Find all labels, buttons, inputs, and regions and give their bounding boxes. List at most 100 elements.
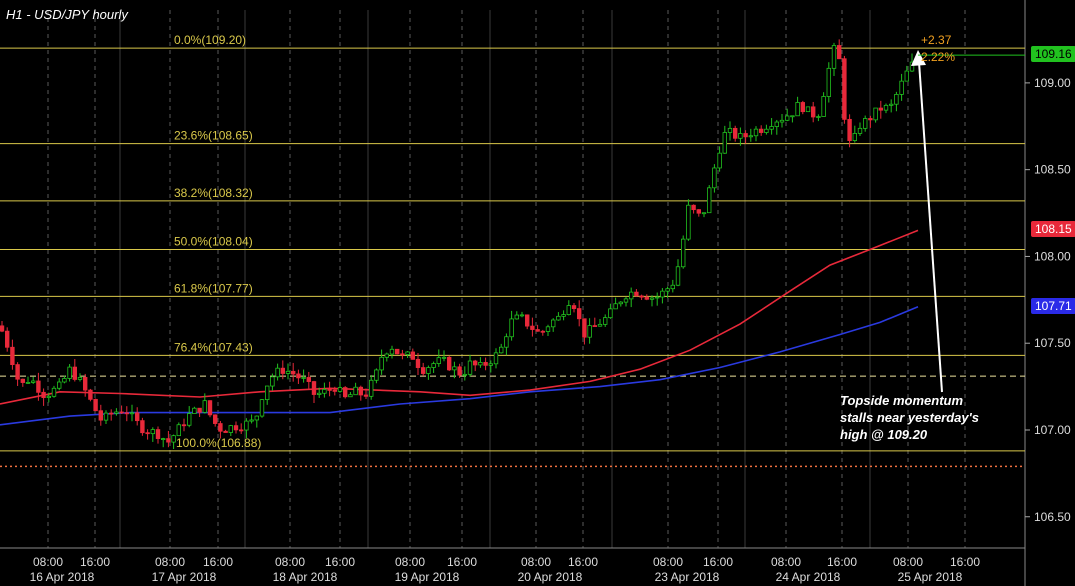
candle-body — [488, 363, 493, 366]
y-tick-label: 108.50 — [1034, 163, 1071, 177]
candle-body — [5, 330, 10, 348]
candle-body — [275, 367, 280, 378]
candle-body — [873, 107, 878, 121]
candle-body — [374, 369, 379, 381]
candle-body — [608, 308, 613, 319]
candle-body — [0, 325, 5, 332]
candle-body — [660, 290, 665, 298]
candle-body — [166, 438, 171, 443]
candle-body — [483, 362, 488, 366]
candle-body — [197, 407, 202, 413]
annotation-line-3: high @ 109.20 — [840, 427, 928, 442]
candle-body — [722, 132, 727, 154]
candle-body — [67, 366, 72, 379]
annotation-text: Topside momentum stalls near yesterday's… — [840, 392, 1030, 443]
fib-level-label: 76.4%(107.43) — [174, 340, 253, 354]
candle-body — [863, 118, 868, 129]
candle-body — [327, 389, 332, 391]
candle-body — [514, 314, 519, 320]
candle-body — [675, 266, 681, 286]
candle-body — [790, 115, 795, 118]
candle-body — [36, 380, 41, 393]
candle-body — [93, 398, 98, 412]
candle-body — [223, 430, 228, 433]
candle-body — [389, 348, 395, 355]
candle-body — [337, 387, 343, 392]
candle-body — [681, 238, 686, 268]
candle-body — [649, 297, 655, 300]
last-price-tag: 109.16 — [1031, 46, 1075, 63]
candle-body — [686, 204, 691, 240]
candle-body — [556, 315, 561, 321]
candle-body — [306, 377, 311, 382]
candle-body — [670, 284, 675, 290]
x-time-label: 08:00 — [33, 555, 63, 569]
fib-level-label: 38.2%(108.32) — [174, 186, 253, 200]
candle-body — [441, 356, 447, 359]
candle-body — [446, 356, 452, 371]
candle-body — [566, 305, 571, 315]
candle-body — [176, 424, 181, 437]
candle-body — [285, 370, 291, 374]
x-date-label: 24 Apr 2018 — [776, 570, 841, 584]
fib-level-label: 61.8%(107.77) — [174, 281, 253, 295]
y-tick-label: 108.00 — [1034, 249, 1071, 263]
candle-body — [889, 103, 894, 106]
candle-body — [20, 378, 25, 383]
candle-body — [618, 301, 623, 305]
candle-body — [249, 419, 254, 422]
candle-body — [181, 424, 187, 427]
x-time-label: 08:00 — [275, 555, 305, 569]
candle-body — [525, 314, 530, 327]
candle-body — [655, 296, 660, 299]
annotation-line-1: Topside momentum — [840, 393, 964, 408]
candle-body — [264, 385, 270, 401]
candle-body — [311, 381, 317, 395]
x-time-label: 16:00 — [203, 555, 233, 569]
candle-body — [878, 107, 883, 111]
candle-body — [233, 425, 239, 431]
x-time-label: 08:00 — [893, 555, 923, 569]
candle-body — [733, 127, 738, 139]
candle-body — [160, 438, 166, 440]
candle-body — [738, 133, 743, 139]
candle-body — [30, 380, 36, 383]
candle-body — [244, 420, 249, 431]
candle-body — [795, 102, 800, 117]
candle-body — [644, 296, 649, 300]
x-time-label: 08:00 — [771, 555, 801, 569]
candle-body — [400, 353, 405, 356]
candle-body — [212, 414, 218, 424]
x-date-label: 20 Apr 2018 — [518, 570, 583, 584]
candle-body — [561, 314, 566, 317]
candle-body — [837, 45, 842, 60]
x-time-label: 08:00 — [155, 555, 185, 569]
candle-body — [72, 366, 77, 380]
candle-body — [811, 106, 816, 118]
candle-body — [467, 360, 473, 375]
candle-body — [394, 348, 400, 355]
candle-body — [51, 387, 57, 397]
candle-body — [899, 80, 904, 95]
candle-body — [410, 351, 415, 360]
candle-body — [109, 412, 114, 415]
candle-body — [83, 376, 88, 391]
candle-body — [472, 360, 478, 366]
x-time-label: 16:00 — [827, 555, 857, 569]
candle-body — [280, 367, 285, 374]
candle-body — [774, 121, 779, 127]
candle-body — [701, 212, 707, 215]
candle-body — [431, 363, 436, 368]
candle-body — [332, 389, 337, 392]
candle-body — [883, 104, 889, 111]
candle-body — [857, 127, 863, 134]
candle-body — [493, 352, 499, 365]
x-time-label: 16:00 — [80, 555, 110, 569]
candle-body — [498, 346, 504, 354]
candle-body — [254, 415, 259, 421]
candle-body — [587, 325, 592, 338]
fib-level-label: 100.0%(106.88) — [176, 436, 261, 450]
candle-body — [551, 319, 556, 328]
candle-body — [192, 407, 197, 415]
candle-body — [571, 305, 577, 309]
